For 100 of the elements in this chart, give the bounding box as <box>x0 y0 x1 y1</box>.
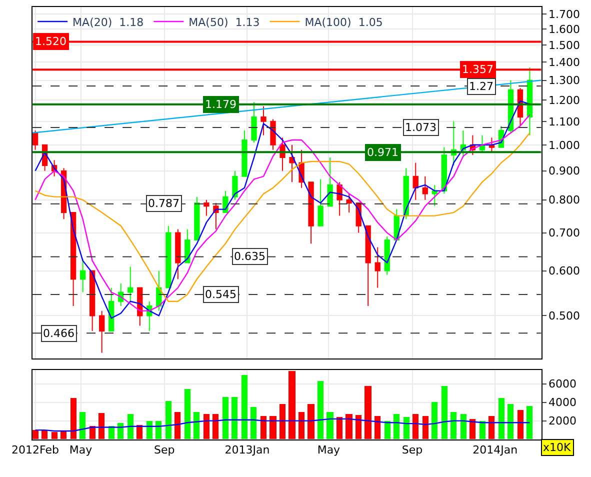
bar <box>250 406 257 439</box>
bar <box>146 420 153 439</box>
bar <box>184 388 191 439</box>
y-tick-label: 1.600 <box>548 22 580 36</box>
candlestick <box>422 176 428 200</box>
bar <box>70 398 77 439</box>
candlestick <box>80 258 86 293</box>
candlestick <box>526 66 533 136</box>
y-tick-label: 1.100 <box>548 115 580 128</box>
bar <box>480 420 486 439</box>
candlestick <box>289 144 295 183</box>
bar <box>336 416 343 439</box>
y-tick-label: 1.300 <box>548 74 580 88</box>
bar <box>450 412 457 439</box>
bar <box>118 422 124 439</box>
bar <box>498 398 505 439</box>
ref-line-label: 0.635 <box>234 250 266 263</box>
x-tick-label: 2013Jan <box>224 444 270 457</box>
y-tick-label: 1.500 <box>548 38 580 52</box>
bar <box>288 370 296 439</box>
bar <box>280 404 286 439</box>
y-tick-label: 1.700 <box>548 8 580 21</box>
legend-label: MA(100) 1.05 <box>304 16 383 29</box>
ref-line-label: 1.073 <box>405 121 436 134</box>
candlestick <box>108 287 114 332</box>
bar <box>326 412 334 439</box>
bar <box>60 430 67 439</box>
candlestick <box>365 225 371 307</box>
bar <box>128 414 134 439</box>
candlestick <box>346 193 352 214</box>
legend-label: MA(20) 1.18 <box>72 16 144 29</box>
bar <box>432 402 438 439</box>
candlestick <box>260 106 266 136</box>
y-tick-label: 0.900 <box>548 164 580 178</box>
bar <box>346 414 353 439</box>
ref-line-label: 1.27 <box>469 80 494 93</box>
bar <box>204 414 210 439</box>
bar <box>270 416 277 439</box>
candlestick <box>318 178 324 226</box>
y-tick-label: 6000 <box>548 378 576 391</box>
candlestick <box>308 182 314 244</box>
bar <box>136 424 143 439</box>
bar <box>384 420 391 439</box>
bar <box>442 386 448 439</box>
y-tick-label: 2000 <box>548 414 576 428</box>
candlestick <box>270 118 276 150</box>
ref-line-label: 0.787 <box>148 197 180 210</box>
candlestick <box>251 102 257 143</box>
y-tick-label: 1.200 <box>548 94 580 107</box>
bar <box>194 412 200 439</box>
candlestick <box>128 266 134 302</box>
bar <box>488 416 495 439</box>
candlestick <box>242 130 248 177</box>
x-tick-label: Sep <box>402 444 423 457</box>
line-series <box>34 418 530 432</box>
bar <box>80 412 86 439</box>
bar <box>308 404 315 439</box>
bar <box>404 416 410 439</box>
y-tick-label: 0.600 <box>548 264 580 278</box>
bar <box>212 414 219 439</box>
candlestick <box>90 270 96 332</box>
bar <box>526 406 533 439</box>
ref-line-label: 0.466 <box>43 327 74 340</box>
bar <box>422 416 429 439</box>
candlestick <box>70 212 76 307</box>
candlestick <box>175 228 181 280</box>
y-tick-label: 0.500 <box>548 310 580 323</box>
bar <box>356 414 362 439</box>
bar <box>222 396 229 439</box>
legend-label: MA(50) 1.13 <box>188 16 260 29</box>
candlestick <box>232 170 238 200</box>
candlestick <box>432 184 438 207</box>
bar <box>460 414 467 439</box>
ref-line-label: 1.520 <box>35 35 66 48</box>
bar <box>364 386 372 439</box>
bar <box>242 374 248 439</box>
candlestick <box>184 228 190 264</box>
bar <box>470 418 476 439</box>
y-tick-label: 4000 <box>548 396 576 410</box>
bar <box>518 410 524 439</box>
x-tick-label: 2012Feb <box>12 444 60 457</box>
x-tick-label: 2014Jan <box>472 444 518 457</box>
bar <box>374 416 381 439</box>
y-tick-label: 0.700 <box>548 226 580 240</box>
candlestick <box>374 246 380 288</box>
candlestick <box>194 196 200 240</box>
ref-line-label: 0.971 <box>367 146 398 159</box>
candlestick <box>384 236 390 276</box>
candlestick <box>327 157 333 207</box>
y-tick-label: 1.400 <box>548 56 580 69</box>
x-tick-label: Sep <box>154 444 175 457</box>
bar <box>98 412 105 439</box>
bar <box>156 420 162 439</box>
bar <box>260 416 267 439</box>
y-tick-label: 1.000 <box>548 138 580 152</box>
text: x10K <box>543 441 572 454</box>
bar <box>52 432 58 439</box>
candlestick <box>99 310 105 354</box>
x-tick-label: May <box>69 444 93 457</box>
bar <box>42 430 48 439</box>
